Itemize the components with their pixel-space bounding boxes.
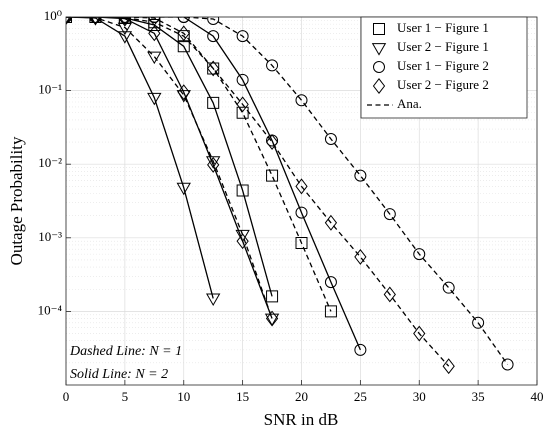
legend-label: Ana. [397, 96, 422, 111]
marker [176, 90, 191, 103]
legend-marker [371, 43, 387, 56]
marker [266, 59, 279, 72]
marker [266, 290, 279, 303]
marker [324, 276, 337, 289]
x-tick-label: 30 [413, 389, 426, 404]
y-axis-label: Outage Probability [7, 136, 26, 265]
marker [236, 184, 249, 197]
marker [295, 94, 308, 107]
marker [148, 18, 161, 31]
legend-label: User 2 − Figure 1 [397, 39, 489, 54]
marker [266, 169, 279, 182]
marker [177, 17, 190, 23]
marker [89, 17, 102, 25]
marker [265, 134, 279, 151]
marker [442, 281, 455, 294]
marker [236, 73, 249, 86]
marker [66, 17, 71, 25]
curve [66, 17, 361, 351]
marker [295, 178, 308, 195]
marker [117, 22, 133, 36]
legend-label: User 1 − Figure 1 [397, 20, 489, 35]
marker [235, 229, 250, 243]
marker [89, 17, 102, 23]
x-tick-label: 20 [295, 389, 308, 404]
marker [354, 343, 367, 356]
x-tick-label: 10 [177, 389, 190, 404]
marker [176, 182, 191, 196]
marker [442, 358, 455, 375]
x-tick-label: 15 [236, 389, 249, 404]
y-tick-label: 10⁻⁴ [38, 302, 63, 317]
marker [177, 25, 190, 42]
marker [205, 293, 221, 307]
marker [148, 17, 161, 26]
marker [207, 156, 220, 173]
legend-box [360, 16, 528, 119]
marker [148, 25, 161, 42]
x-tick-label: 35 [472, 389, 485, 404]
marker [264, 313, 280, 327]
marker [147, 51, 162, 65]
x-tick-label: 0 [63, 389, 70, 404]
legend-marker [373, 23, 385, 35]
marker [354, 169, 367, 182]
marker [207, 96, 220, 109]
marker [236, 106, 249, 119]
legend-marker [372, 78, 386, 94]
marker [177, 84, 190, 101]
marker [472, 316, 485, 329]
marker [66, 17, 72, 23]
marker [324, 214, 338, 231]
marker [324, 305, 337, 318]
marker [413, 248, 426, 261]
marker [117, 31, 133, 44]
curve [66, 17, 509, 365]
marker [295, 236, 308, 249]
marker [413, 325, 426, 342]
marker [118, 17, 132, 25]
x-tick-label: 5 [122, 389, 129, 404]
marker [383, 208, 396, 221]
legend-marker [372, 61, 386, 73]
marker [147, 92, 162, 106]
x-tick-label: 40 [531, 389, 544, 404]
legend-label: User 1 − Figure 2 [397, 58, 489, 73]
y-tick-label: 10⁻² [38, 155, 62, 170]
annotation: Dashed Line: N = 1 [69, 344, 182, 359]
marker [177, 40, 190, 53]
marker [207, 60, 220, 77]
marker [236, 96, 249, 113]
marker [207, 30, 220, 43]
y-tick-label: 10⁰ [44, 8, 62, 23]
marker [265, 310, 279, 327]
marker [501, 358, 514, 371]
x-axis-label: SNR in dB [264, 410, 339, 429]
marker [207, 17, 220, 25]
marker [324, 133, 337, 145]
marker [354, 248, 367, 265]
marker [295, 206, 308, 219]
legend-label: User 2 − Figure 2 [397, 77, 489, 92]
y-tick-label: 10⁻³ [38, 229, 62, 244]
marker [236, 233, 249, 250]
marker [118, 17, 132, 27]
marker [383, 286, 396, 303]
marker [236, 30, 249, 43]
marker [90, 17, 101, 26]
annotation: Solid Line: N = 2 [70, 367, 168, 382]
y-tick-label: 10⁻¹ [38, 82, 62, 97]
x-tick-label: 25 [354, 389, 367, 404]
